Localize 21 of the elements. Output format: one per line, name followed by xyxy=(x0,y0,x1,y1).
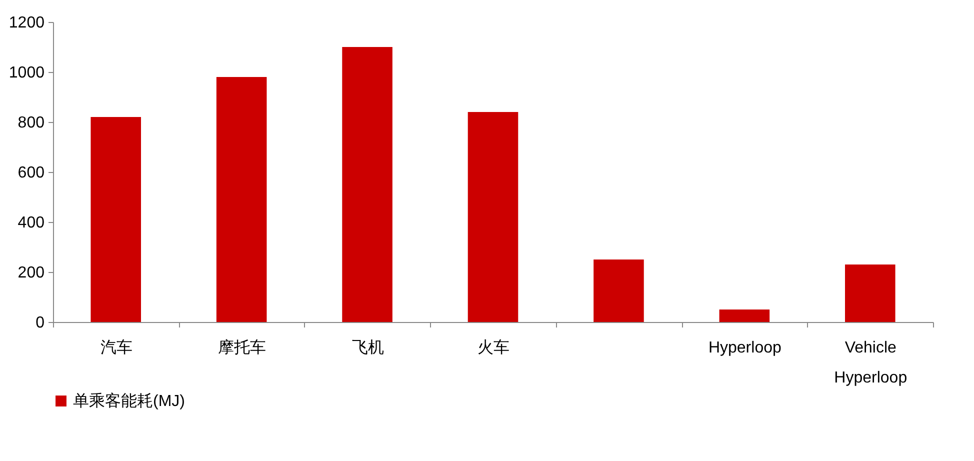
y-tick-label: 800 xyxy=(18,114,45,132)
bar xyxy=(468,112,518,322)
bar xyxy=(594,260,644,322)
x-tick-label: Vehicle Hyperloop xyxy=(834,340,908,386)
bar xyxy=(90,117,141,322)
legend-label: 单乘客能耗(MJ) xyxy=(73,392,185,410)
x-tick-label: 火车 xyxy=(478,338,510,356)
y-tick-label: 200 xyxy=(18,264,45,282)
x-tick-label: 飞机 xyxy=(352,338,384,356)
y-tick-label: 600 xyxy=(18,164,45,182)
y-tick-label: 400 xyxy=(18,214,45,232)
y-tick-label: 1200 xyxy=(8,14,45,32)
x-tick-label: 汽车 xyxy=(100,338,132,356)
bar xyxy=(845,264,896,322)
bar xyxy=(342,47,392,322)
y-tick-label: 0 xyxy=(36,314,45,332)
y-tick-label: 1000 xyxy=(8,64,45,82)
x-tick-label: 摩托车 xyxy=(218,338,266,356)
x-tick-label: Hyperloop xyxy=(708,340,782,356)
bar xyxy=(216,77,267,322)
bar xyxy=(719,310,770,322)
